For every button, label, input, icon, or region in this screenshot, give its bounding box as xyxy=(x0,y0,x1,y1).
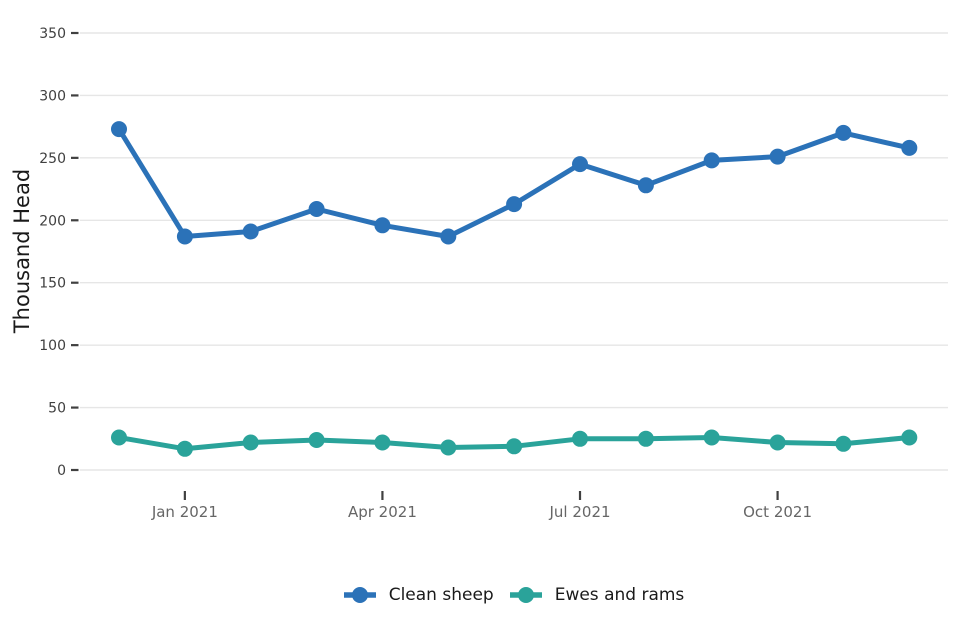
data-point-clean-sheep xyxy=(242,223,259,240)
y-tick-label: 250 xyxy=(39,151,66,167)
line-chart-plot: 0 50 100 150 200 250 300 350 Jan 2021 Apr 2021 Jul… xyxy=(39,26,948,521)
data-point-clean-sheep xyxy=(572,156,588,173)
data-point-clean-sheep xyxy=(901,139,918,156)
x-tick-label: Apr 2021 xyxy=(348,503,417,521)
y-tick-label: 50 xyxy=(48,401,66,417)
data-point-ewes-and-rams xyxy=(572,430,588,447)
legend-item-ewes-and-rams: Ewes and rams xyxy=(509,584,685,605)
data-point-ewes-and-rams xyxy=(111,429,127,446)
legend-item-label: Clean sheep xyxy=(388,584,494,605)
data-point-ewes-and-rams xyxy=(835,435,852,452)
data-point-ewes-and-rams xyxy=(769,434,786,451)
data-point-ewes-and-rams xyxy=(176,440,193,457)
data-point-ewes-and-rams xyxy=(637,430,654,447)
y-tick-label: 300 xyxy=(39,88,66,104)
x-tick-label: Jan 2021 xyxy=(151,503,218,521)
y-tick-label: 350 xyxy=(39,26,66,42)
legend-key-line-dot-icon xyxy=(509,587,542,603)
data-point-ewes-and-rams xyxy=(506,438,523,455)
data-point-clean-sheep xyxy=(637,177,654,194)
x-tick-label: Jul 2021 xyxy=(548,503,610,521)
data-point-ewes-and-rams xyxy=(242,434,259,451)
data-point-clean-sheep xyxy=(176,228,193,245)
y-tick-label: 150 xyxy=(39,276,66,292)
legend-item-clean-sheep: Clean sheep xyxy=(343,584,494,605)
data-point-clean-sheep xyxy=(506,196,523,213)
data-point-clean-sheep xyxy=(835,124,852,141)
data-point-clean-sheep xyxy=(769,148,786,165)
data-point-ewes-and-rams xyxy=(440,439,457,456)
legend: Clean sheep Ewes and rams xyxy=(80,585,948,605)
data-point-clean-sheep xyxy=(308,201,325,217)
y-tick-label: 0 xyxy=(57,463,66,479)
legend-item-label: Ewes and rams xyxy=(554,584,685,605)
data-point-clean-sheep xyxy=(111,121,127,138)
data-point-ewes-and-rams xyxy=(308,432,325,448)
data-point-ewes-and-rams xyxy=(901,429,918,446)
data-point-clean-sheep xyxy=(440,228,457,245)
y-tick-label: 100 xyxy=(39,338,66,354)
x-tick-label: Oct 2021 xyxy=(743,503,812,521)
y-tick-label: 200 xyxy=(39,213,66,229)
data-point-ewes-and-rams xyxy=(703,429,720,446)
data-point-clean-sheep xyxy=(703,152,720,169)
data-point-clean-sheep xyxy=(374,217,391,234)
data-point-ewes-and-rams xyxy=(374,434,391,451)
legend-key-line-dot-icon xyxy=(343,587,376,603)
